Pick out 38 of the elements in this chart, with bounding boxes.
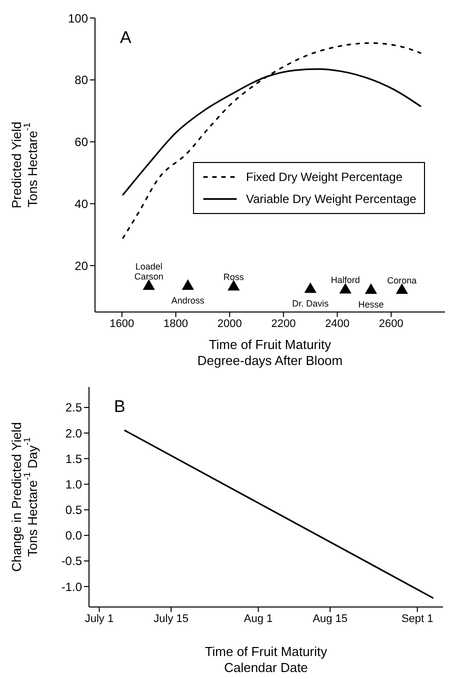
x-axis-title: Time of Fruit Maturity Calendar Date (204, 644, 328, 674)
annotation: Dr. Davis (292, 298, 330, 308)
annotation: Andross (171, 295, 205, 306)
y-tick-label: 40 (74, 196, 88, 211)
legend-label: Variable Dry Weight Percentage (246, 192, 416, 206)
line-series (122, 42, 422, 239)
y-tick-label: 60 (74, 135, 88, 150)
y-tick-label: 1.0 (65, 477, 82, 492)
y-tick-label: 0.5 (65, 503, 82, 518)
x-tick-label: 2600 (378, 318, 404, 330)
x-tick-label: July 15 (154, 612, 189, 625)
x-tick-label: Sept 1 (401, 612, 434, 625)
y-tick-label: 80 (74, 73, 88, 88)
x-tick-label: 1600 (110, 318, 134, 330)
x-tick-label: 2200 (271, 318, 296, 330)
x-axis-title: Time of Fruit Maturity Degree-days After Bloom (197, 336, 343, 368)
y-tick-label: 20 (74, 258, 88, 273)
annotation: A (120, 28, 132, 48)
legend-label: Fixed Dry Weight Percentage (246, 170, 403, 184)
x-tick-label: 2400 (325, 318, 350, 330)
annotation: Corona (387, 275, 417, 286)
x-tick-label: Aug 15 (312, 612, 348, 625)
annotation: Loadel Carson (134, 261, 164, 282)
annotation: B (114, 397, 126, 417)
y-tick-label: 100 (68, 11, 88, 26)
x-tick-label: 2000 (217, 318, 242, 330)
y-tick-label: 2.5 (65, 400, 82, 415)
x-tick-label: Aug 1 (244, 612, 273, 625)
y-tick-label: 0.0 (65, 528, 82, 543)
y-tick-label: 1.5 (65, 452, 82, 466)
y-tick-label: 2.0 (65, 426, 82, 440)
x-tick-label: July 1 (84, 612, 114, 625)
x-tick-label: 1800 (164, 318, 188, 330)
annotation: Hesse (358, 299, 384, 310)
annotation: Ross (223, 272, 244, 282)
annotation: Halford (330, 275, 360, 286)
y-tick-label: -0.5 (61, 554, 82, 568)
y-tick-label: -1.0 (61, 580, 82, 594)
